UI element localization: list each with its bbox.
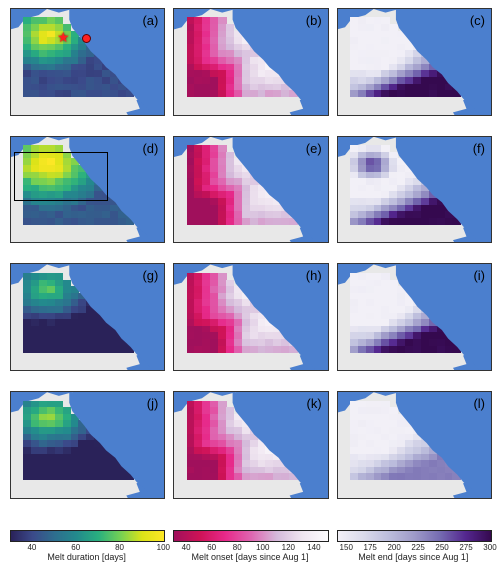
colorbar-2: 150175200225250275300Melt end [days sinc… xyxy=(337,530,490,565)
colorbar-ticks: 150175200225250275300 xyxy=(337,542,490,552)
colorbar-1: 40 60 80 100 120 140Melt onset [days since Au… xyxy=(173,530,326,565)
panel-label: (i) xyxy=(473,268,485,283)
tick-label: 150 xyxy=(340,543,353,552)
panel-f: (f) xyxy=(337,136,492,244)
panel-e: (e) xyxy=(173,136,328,244)
tick-label: 175 xyxy=(364,543,377,552)
panel-h: (h) xyxy=(173,263,328,371)
panel-label: (a) xyxy=(142,13,158,28)
panel-g: (g) xyxy=(10,263,165,371)
colorbar-label: Melt end [days since Aug 1] xyxy=(337,552,490,562)
panel-k: (k) xyxy=(173,391,328,499)
panel-label: (e) xyxy=(306,141,322,156)
tick-label: 40 xyxy=(182,543,191,552)
panel-b: (b) xyxy=(173,8,328,116)
colorbar-ticks: 406080100 xyxy=(10,542,163,552)
panel-label: (d) xyxy=(142,141,158,156)
colorbar-gradient xyxy=(173,530,328,542)
colorbar-0: 406080100Melt duration [days] xyxy=(10,530,163,565)
panel-label: (j) xyxy=(147,396,159,411)
panel-label: (k) xyxy=(306,396,321,411)
tick-label: 120 xyxy=(282,543,295,552)
panel-label: (b) xyxy=(306,13,322,28)
panel-label: (h) xyxy=(306,268,322,283)
tick-label: 140 xyxy=(307,543,320,552)
marker-dot-icon xyxy=(82,34,91,43)
panel-d: (d) xyxy=(10,136,165,244)
panel-i: (i) xyxy=(337,263,492,371)
tick-label: 225 xyxy=(411,543,424,552)
panel-j: (j) xyxy=(10,391,165,499)
tick-label: 300 xyxy=(483,543,496,552)
colorbar-label: Melt duration [days] xyxy=(10,552,163,562)
region-box xyxy=(14,152,108,202)
tick-label: 200 xyxy=(387,543,400,552)
panel-a: (a) ★ xyxy=(10,8,165,116)
panel-label: (f) xyxy=(473,141,485,156)
tick-label: 250 xyxy=(435,543,448,552)
colorbar-row: 406080100Melt duration [days]40608010012… xyxy=(10,530,490,565)
tick-label: 100 xyxy=(157,543,170,552)
tick-label: 275 xyxy=(459,543,472,552)
panel-label: (l) xyxy=(473,396,485,411)
tick-label: 60 xyxy=(207,543,216,552)
panel-label: (c) xyxy=(470,13,485,28)
colorbar-gradient xyxy=(337,530,492,542)
panel-c: (c) xyxy=(337,8,492,116)
tick-label: 80 xyxy=(115,543,124,552)
marker-star-icon: ★ xyxy=(57,32,67,42)
figure-root: (a) ★ (b) (c) (d) (e) (f) (g) (h) (i) (j) (k) (l) 40… xyxy=(0,0,500,571)
tick-label: 100 xyxy=(256,543,269,552)
colorbar-ticks: 40 60 80 100 120 140 xyxy=(173,542,326,552)
colorbar-gradient xyxy=(10,530,165,542)
panel-l: (l) xyxy=(337,391,492,499)
tick-label: 40 xyxy=(27,543,36,552)
colorbar-label: Melt onset [days since Aug 1] xyxy=(173,552,326,562)
panel-grid: (a) ★ (b) (c) (d) (e) (f) (g) (h) (i) (j) (k) (l) xyxy=(10,8,490,499)
panel-label: (g) xyxy=(142,268,158,283)
tick-label: 80 xyxy=(233,543,242,552)
tick-label: 60 xyxy=(71,543,80,552)
